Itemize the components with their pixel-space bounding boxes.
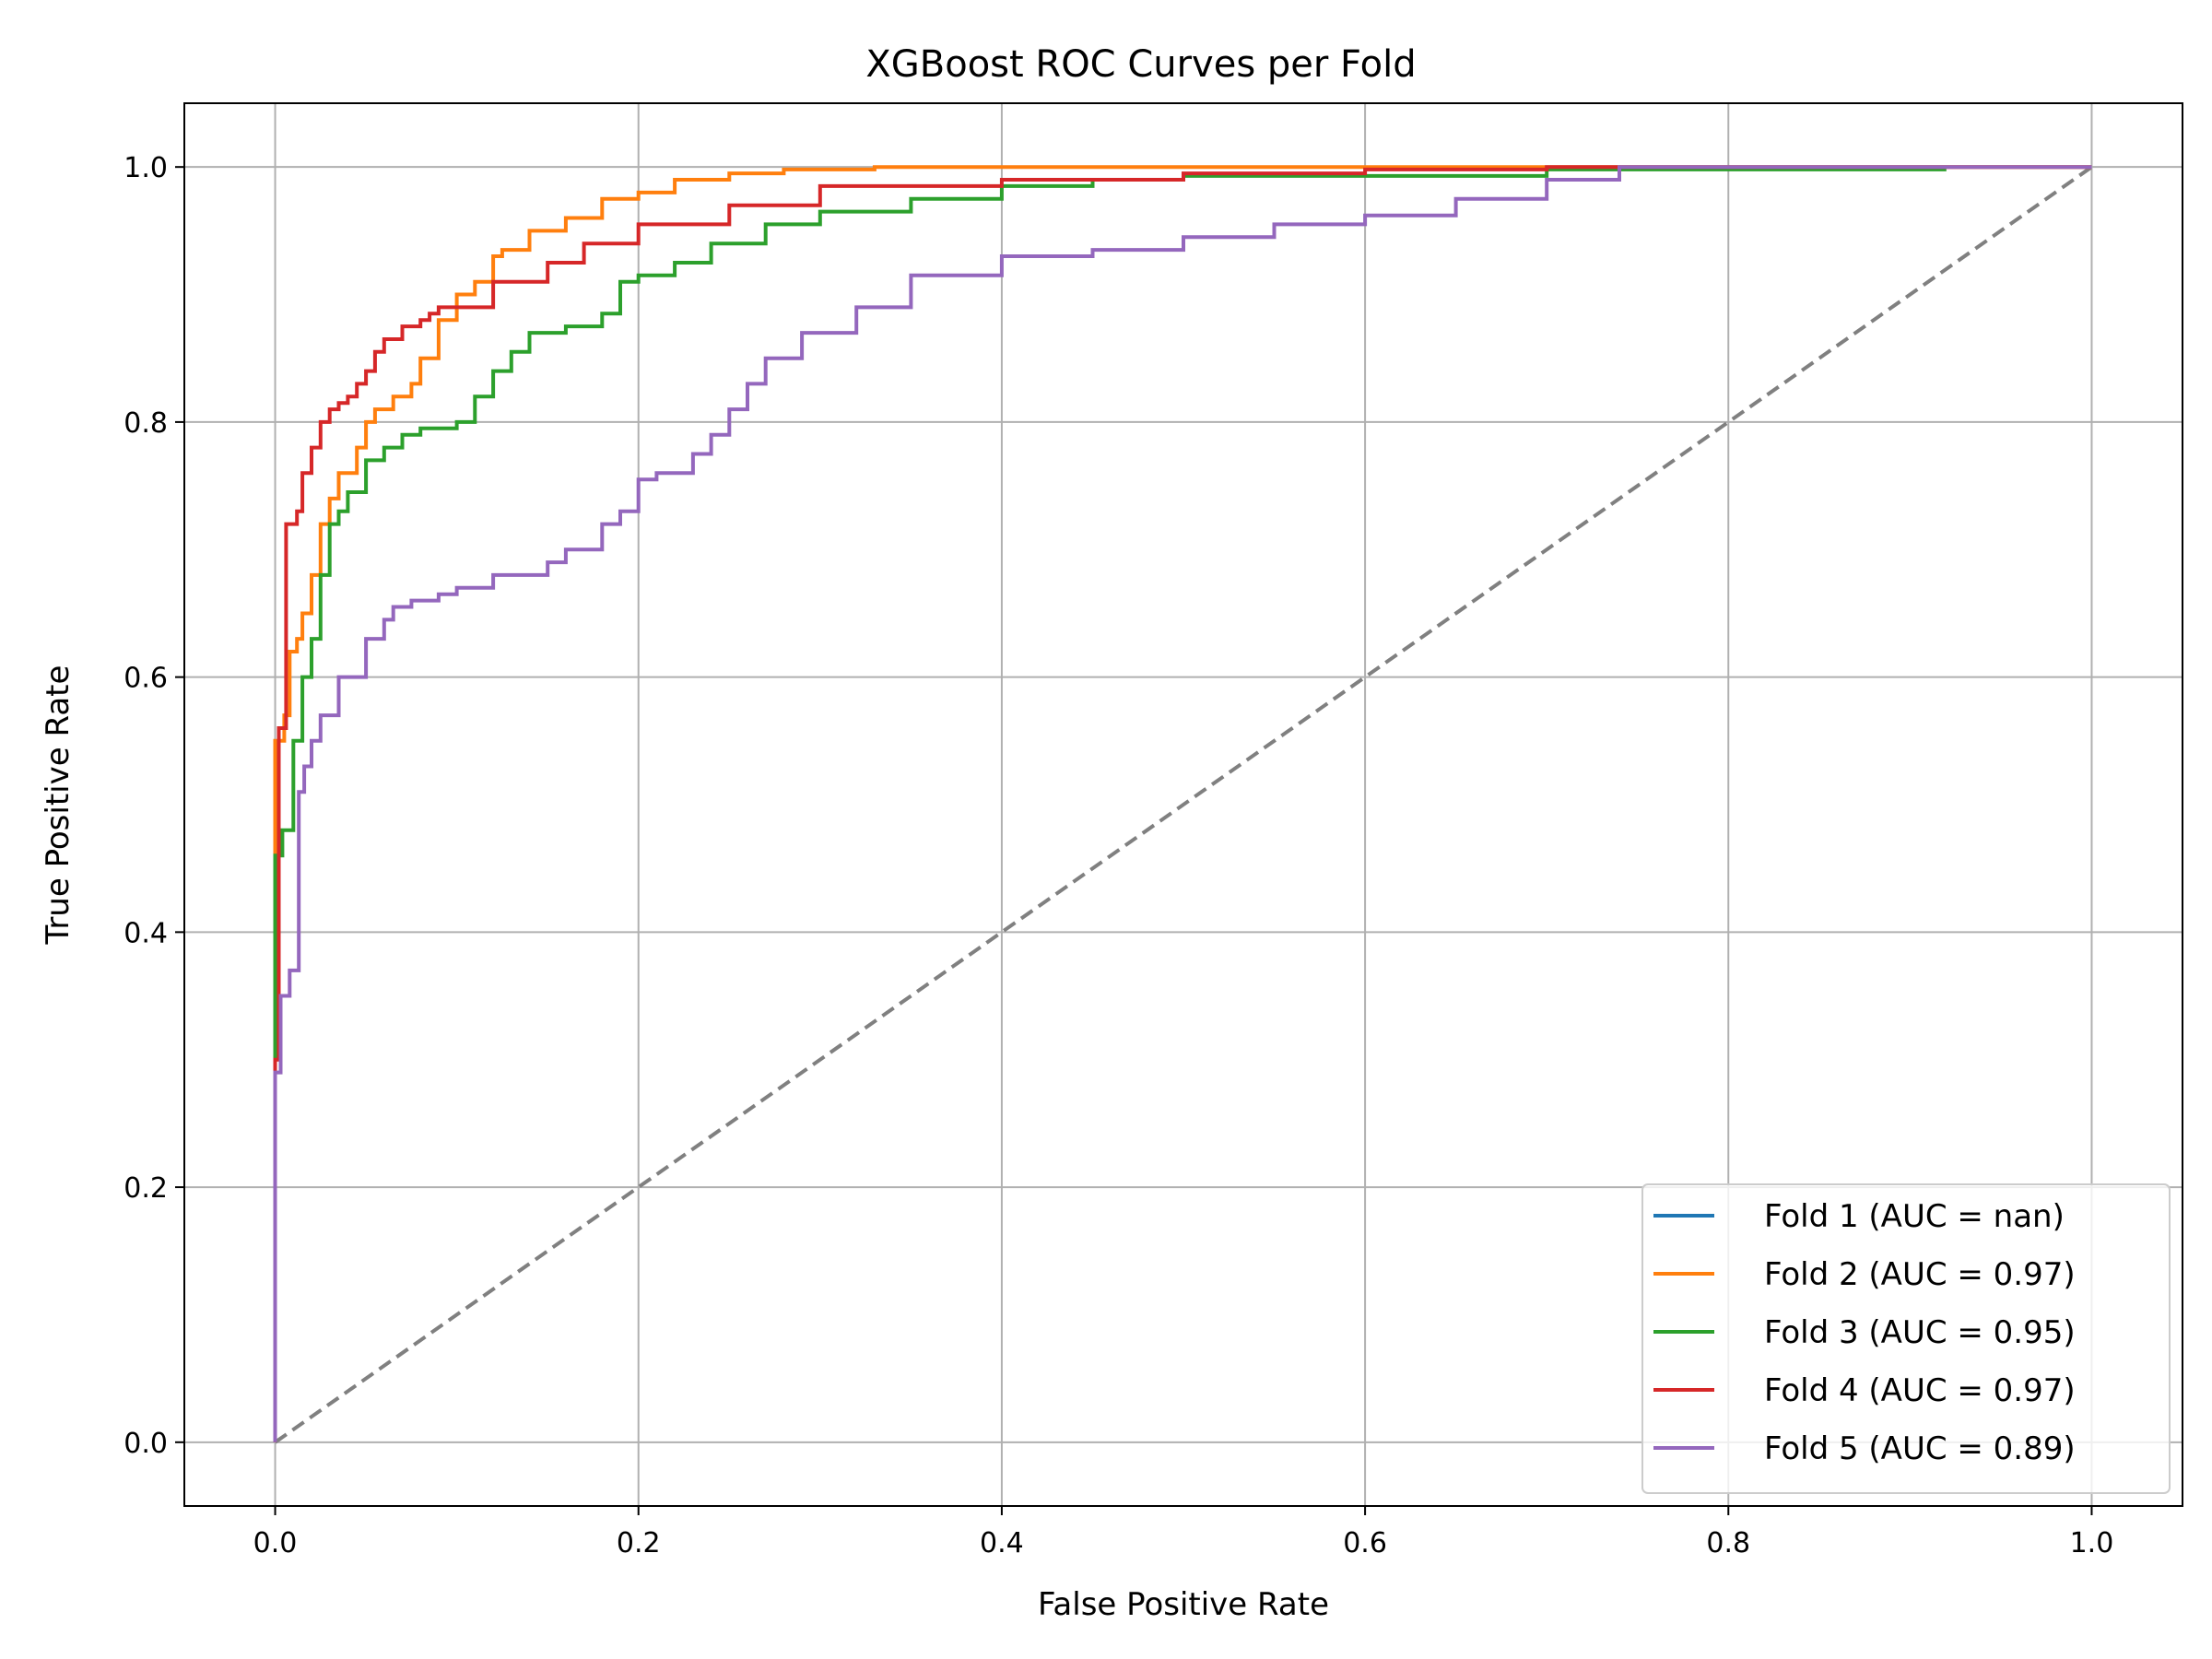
roc-curve-fold-4 [273,165,2092,1442]
y-axis-label: True Positive Rate [40,665,76,946]
roc-curve-fold-2 [273,165,2092,1442]
chart-title: XGBoost ROC Curves per Fold [865,43,1416,86]
x-tick-label: 0.8 [1706,1527,1750,1559]
y-axis-ticks: 0.0 0.2 0.4 0.6 0.8 1.0 [124,152,184,1460]
roc-curve-fold-3 [273,167,1947,1442]
legend-box [1641,1183,2171,1494]
y-tick-label: 1.0 [124,152,168,184]
y-tick-label: 0.2 [124,1172,168,1205]
legend-label-fold-1: Fold 1 (AUC = nan) [1764,1198,2065,1235]
x-tick-label: 1.0 [2070,1527,2114,1559]
x-tick-label: 0.0 [253,1527,298,1559]
legend-label-fold-3: Fold 3 (AUC = 0.95) [1764,1314,2076,1351]
y-tick-label: 0.6 [124,663,168,695]
roc-curves [273,165,2092,1442]
x-tick-label: 0.6 [1343,1527,1387,1559]
legend: Fold 1 (AUC = nan) Fold 2 (AUC = 0.97) Fol… [1641,1183,2171,1494]
chance-reference-line [274,165,2093,1444]
x-tick-label: 0.2 [617,1527,661,1559]
x-tick-label: 0.4 [980,1527,1024,1559]
y-tick-label: 0.8 [124,407,168,440]
legend-label-fold-5: Fold 5 (AUC = 0.89) [1764,1430,2076,1467]
x-axis-label: False Positive Rate [1038,1586,1329,1623]
x-axis-ticks: 0.0 0.2 0.4 0.6 0.8 1.0 [253,1506,2114,1559]
reference-line-group [274,165,2093,1444]
y-tick-label: 0.0 [124,1428,168,1460]
legend-label-fold-4: Fold 4 (AUC = 0.97) [1764,1372,2076,1409]
y-tick-label: 0.4 [124,917,168,949]
plot-frame [183,102,2183,1507]
grid-lines [184,103,2183,1506]
roc-curve-fold-5 [273,165,2092,1442]
legend-label-fold-2: Fold 2 (AUC = 0.97) [1764,1256,2076,1293]
